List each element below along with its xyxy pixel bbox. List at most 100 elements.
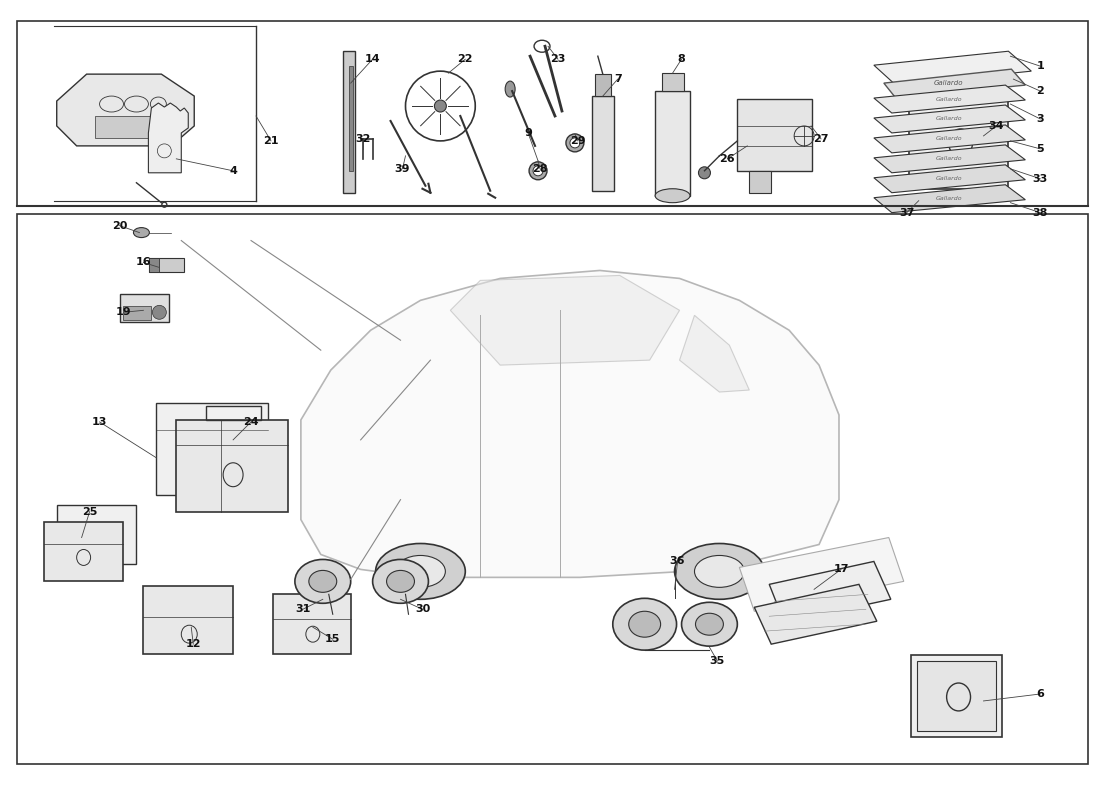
Text: 21: 21 [263,136,278,146]
Text: 20: 20 [112,221,128,230]
Bar [150,258,160,273]
Polygon shape [769,562,891,622]
Text: 30: 30 [415,604,430,614]
Ellipse shape [682,602,737,646]
Ellipse shape [629,611,661,637]
Text: 33: 33 [1033,174,1048,184]
Text: 13: 13 [92,417,108,427]
Bar [95,116,156,138]
Bar [916,661,997,731]
Ellipse shape [309,570,337,592]
Bar [909,94,1009,189]
Text: 12: 12 [186,639,201,649]
Text: 6: 6 [1036,689,1044,699]
Text: 5: 5 [1036,144,1044,154]
Bar [156,403,268,494]
Bar [176,420,288,512]
Bar [592,96,614,190]
Text: 31: 31 [295,604,310,614]
Bar [737,99,812,170]
Bar [123,306,152,320]
Text: 27: 27 [813,134,828,144]
Text: 38: 38 [1033,208,1048,218]
Bar [57,505,136,565]
Bar [206,406,261,420]
Polygon shape [873,185,1025,213]
Polygon shape [148,103,188,173]
Text: 26: 26 [719,154,735,164]
Bar [661,73,683,91]
Text: Gallardo: Gallardo [935,196,961,202]
Text: 14: 14 [365,54,381,64]
Text: 22: 22 [458,54,473,64]
Polygon shape [873,85,1025,113]
Bar [16,22,1088,206]
Ellipse shape [565,134,584,152]
Text: 1: 1 [1036,61,1044,71]
Bar [749,170,771,193]
Text: Gallardo: Gallardo [935,156,961,162]
Ellipse shape [396,555,446,587]
Text: 36: 36 [670,557,685,566]
Bar [343,51,354,193]
Text: 24: 24 [243,417,258,427]
Text: 9: 9 [524,128,532,138]
Ellipse shape [698,167,711,178]
Text: Gallardo: Gallardo [935,176,961,182]
Polygon shape [873,51,1032,85]
Text: Gallardo: Gallardo [935,117,961,122]
Text: 37: 37 [899,208,914,218]
Bar [16,214,1088,764]
Ellipse shape [694,555,745,587]
Ellipse shape [529,162,547,180]
Text: 3: 3 [1036,114,1044,124]
Bar [143,586,233,654]
Ellipse shape [375,543,465,599]
Ellipse shape [570,138,580,148]
Polygon shape [680,315,749,392]
Polygon shape [873,105,1025,133]
Text: Gallardo: Gallardo [935,137,961,142]
Polygon shape [450,275,680,365]
Ellipse shape [295,559,351,603]
Polygon shape [873,125,1025,153]
Text: Gallardo: Gallardo [935,97,961,102]
Bar [150,258,185,273]
Bar [595,74,610,96]
Text: Gallardo: Gallardo [934,80,964,86]
Ellipse shape [153,306,166,319]
Text: 17: 17 [833,565,849,574]
Ellipse shape [434,100,447,112]
Ellipse shape [534,166,543,176]
Text: 32: 32 [355,134,371,144]
Bar [349,66,353,170]
Ellipse shape [133,228,150,238]
Text: 19: 19 [116,307,131,318]
Text: 39: 39 [395,164,410,174]
Text: 16: 16 [135,258,151,267]
Ellipse shape [613,598,676,650]
Ellipse shape [674,543,764,599]
Bar [120,294,169,322]
Polygon shape [739,538,904,611]
Bar [654,91,690,196]
Ellipse shape [386,570,415,592]
Ellipse shape [695,614,724,635]
Polygon shape [301,270,839,578]
Text: 15: 15 [326,634,340,644]
Text: 2: 2 [1036,86,1044,96]
Text: 34: 34 [989,121,1004,131]
Polygon shape [883,69,1025,98]
Text: 28: 28 [532,164,548,174]
Text: 7: 7 [614,74,622,84]
Text: 4: 4 [229,166,236,176]
Polygon shape [873,145,1025,173]
Text: 25: 25 [81,506,97,517]
Text: 8: 8 [678,54,685,64]
Bar [273,594,351,654]
Ellipse shape [373,559,428,603]
Ellipse shape [656,189,690,202]
Bar [911,655,1002,737]
Bar [44,522,123,582]
Polygon shape [755,584,877,644]
